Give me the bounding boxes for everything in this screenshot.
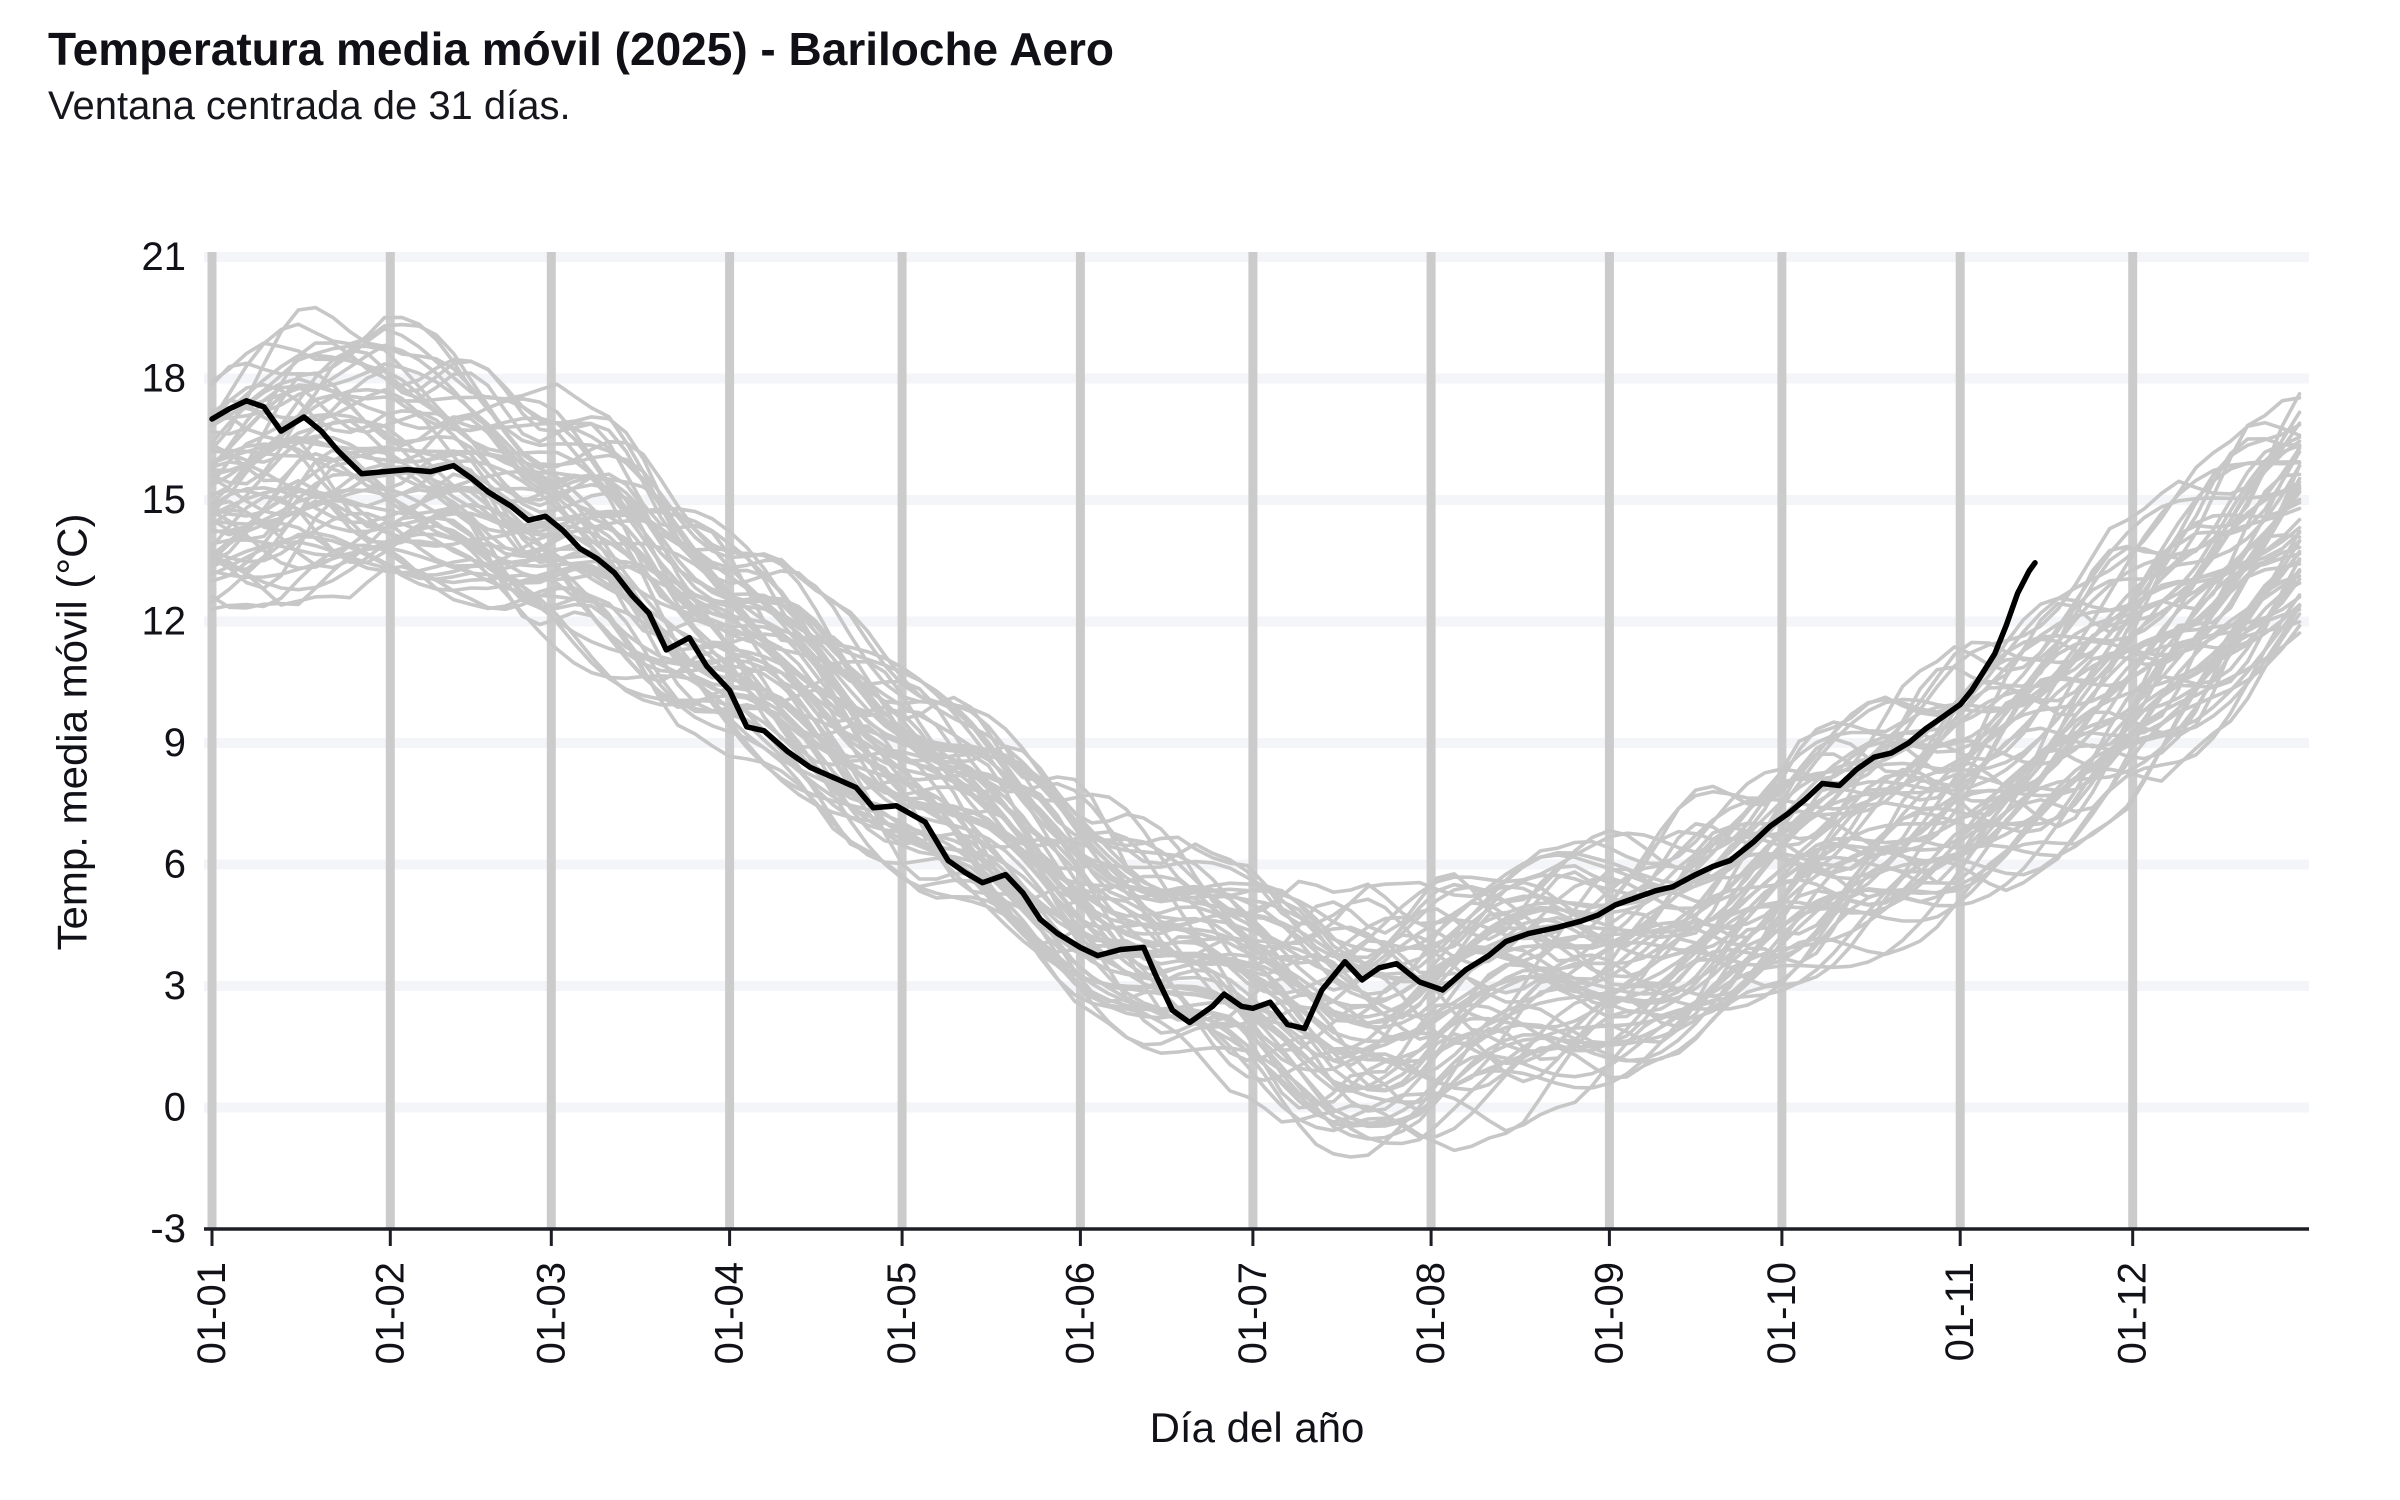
- history-line: [210, 478, 2302, 1105]
- chart-title: Temperatura media móvil (2025) - Bariloc…: [48, 23, 1115, 75]
- history-line: [210, 315, 2302, 946]
- y-tick-label: -3: [150, 1207, 186, 1251]
- history-line: [210, 460, 2302, 1046]
- y-tick-label: 9: [164, 721, 186, 765]
- y-tick-label: 6: [164, 843, 186, 887]
- x-tick-label: 01-04: [708, 1262, 752, 1364]
- x-tick-label: 01-08: [1409, 1262, 1453, 1364]
- x-tick-label: 01-07: [1231, 1262, 1275, 1364]
- history-line: [210, 383, 2302, 1002]
- x-tick-label: 01-06: [1058, 1262, 1102, 1364]
- x-tick-label: 01-12: [2111, 1262, 2155, 1364]
- history-line: [210, 393, 2302, 1020]
- x-axis-title: Día del año: [1150, 1404, 1365, 1451]
- x-tick-label: 01-10: [1760, 1262, 1804, 1364]
- y-tick-label: 15: [142, 478, 187, 522]
- history-line: [210, 412, 2302, 981]
- y-tick-label: 18: [142, 357, 187, 401]
- y-tick-label: 21: [142, 235, 187, 279]
- history-lines: [210, 305, 2302, 1159]
- x-tick-label: 01-05: [880, 1262, 924, 1364]
- history-line: [210, 448, 2302, 1051]
- x-tick-label: 01-11: [1938, 1262, 1982, 1361]
- history-line: [210, 344, 2302, 954]
- x-tick-label: 01-03: [529, 1262, 573, 1364]
- chart-subtitle: Ventana centrada de 31 días.: [48, 84, 571, 128]
- y-tick-label: 12: [142, 600, 187, 644]
- history-line: [210, 449, 2302, 1052]
- y-tick-label: 3: [164, 964, 186, 1008]
- x-tick-label: 01-01: [190, 1262, 234, 1364]
- x-tick-label: 01-09: [1587, 1262, 1631, 1364]
- history-line: [210, 341, 2302, 954]
- history-line: [210, 419, 2302, 1019]
- y-tick-label: 0: [164, 1086, 186, 1130]
- highlight-line-2025: [209, 398, 2038, 1032]
- history-line: [210, 388, 2302, 965]
- x-tick-label: 01-02: [368, 1262, 412, 1364]
- history-line: [210, 322, 2302, 926]
- y-axis-title: Temp. media móvil (°C): [49, 514, 96, 951]
- history-line: [210, 368, 2302, 992]
- history-line: [210, 498, 2302, 1113]
